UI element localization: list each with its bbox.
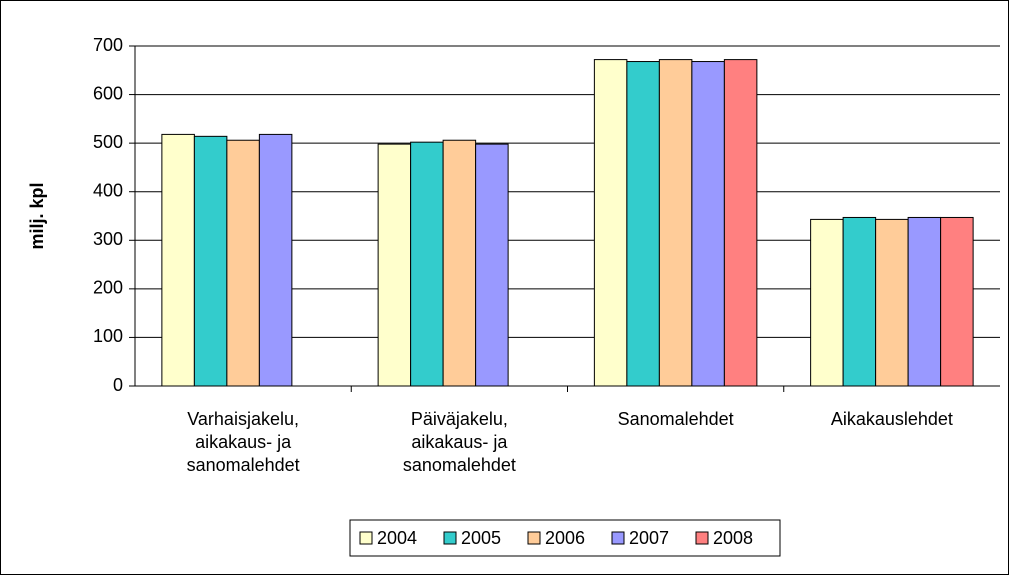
x-tick-label-box: Sanomalehdet (617, 409, 734, 429)
x-tick-label: Varhaisjakelu, aikakaus- ja sanomalehdet (186, 409, 300, 475)
bar (842, 216, 877, 387)
legend-label: 2005 (461, 528, 501, 548)
bar (475, 143, 509, 387)
legend-swatch (527, 531, 541, 545)
bar (593, 59, 628, 387)
legend-label: 2006 (545, 528, 585, 548)
bar (907, 216, 942, 387)
bar (193, 135, 228, 387)
x-tick-label: Päiväjakelu, aikakaus- ja sanomalehdet (402, 409, 516, 475)
y-axis-label: milj. kpl (27, 182, 47, 249)
y-tick-label: 0 (113, 375, 123, 395)
legend: 2004 2005 2006 2007 2008 (349, 519, 781, 557)
y-tick-label: 100 (93, 326, 123, 346)
bar (691, 61, 725, 387)
legend-swatch (695, 531, 709, 545)
bar (258, 133, 293, 387)
bar (377, 143, 412, 387)
legend-swatch (611, 531, 625, 545)
y-tick-label: 600 (93, 83, 123, 103)
legend-label: 2004 (377, 528, 417, 548)
legend-swatch (359, 531, 373, 545)
bar (875, 218, 909, 387)
bar (723, 59, 758, 387)
bar (940, 216, 974, 387)
bar (626, 61, 660, 387)
bar (410, 141, 444, 387)
y-tick-label: 500 (93, 132, 123, 152)
bar (810, 218, 844, 387)
bar (161, 133, 195, 387)
legend-box (349, 519, 781, 557)
bar (442, 139, 477, 387)
y-tick-label: 200 (93, 278, 123, 298)
x-tick-label: Aikakauslehdet (830, 409, 953, 429)
bar (226, 139, 260, 387)
x-tick-label-box: Päiväjakelu, aikakaus- ja sanomalehdet (402, 409, 516, 475)
y-tick-label: 400 (93, 180, 123, 200)
x-tick-label-box: Aikakauslehdet (830, 409, 953, 429)
legend-label: 2008 (713, 528, 753, 548)
legend-label: 2007 (629, 528, 669, 548)
x-tick-label-box: Varhaisjakelu, aikakaus- ja sanomalehdet (186, 409, 300, 475)
bar (658, 59, 693, 387)
y-tick-label: 300 (93, 229, 123, 249)
x-tick-label: Sanomalehdet (617, 409, 734, 429)
legend-swatch (443, 531, 457, 545)
y-tick-label: 700 (93, 35, 123, 55)
